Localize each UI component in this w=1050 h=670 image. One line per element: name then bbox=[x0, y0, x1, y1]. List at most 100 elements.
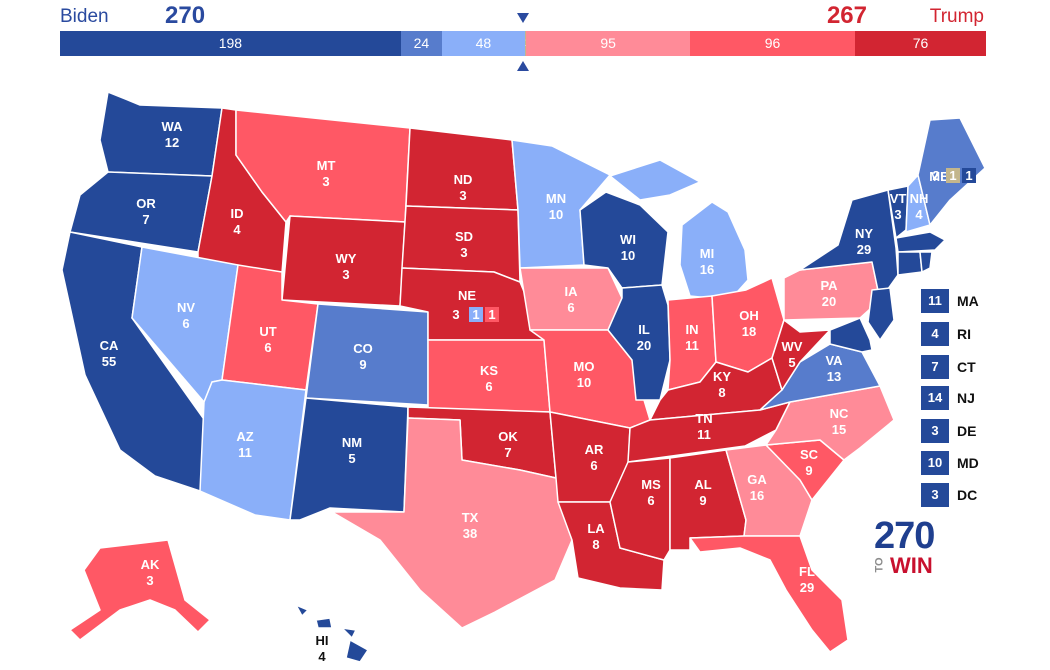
state-label-ok: OK bbox=[498, 429, 518, 444]
district-box-ne_d1[interactable] bbox=[469, 307, 483, 322]
state-label-me: ME bbox=[929, 169, 949, 184]
state-MI[interactable] bbox=[609, 159, 749, 301]
state-label-wy: WY bbox=[336, 251, 357, 266]
state-ev-ut: 6 bbox=[264, 340, 271, 355]
state-ev-ny: 29 bbox=[857, 242, 871, 257]
state-ev-wi: 10 bbox=[621, 248, 635, 263]
state-label-nd: ND bbox=[454, 172, 473, 187]
state-AK[interactable] bbox=[69, 539, 211, 641]
state-ev-il: 20 bbox=[637, 338, 651, 353]
us-map: WA12OR7CA55ID4NV6MT3WY3UT6AZ11CO9NM5ND3S… bbox=[61, 91, 986, 664]
state-WA[interactable] bbox=[99, 91, 223, 177]
state-ev-co: 9 bbox=[359, 357, 366, 372]
state-ev-nh: 4 bbox=[915, 207, 923, 222]
logo-win: WIN bbox=[890, 553, 933, 578]
state-ev-sd: 3 bbox=[460, 245, 467, 260]
electoral-vote-bar: 198 24 48 1 95 96 76 bbox=[60, 31, 986, 56]
legend-row-ma[interactable]: 11 MA bbox=[921, 289, 979, 313]
bar-segment-likely-d[interactable]: 24 bbox=[400, 31, 443, 56]
legend-abbr-nj: NJ bbox=[957, 390, 975, 406]
state-label-ia: IA bbox=[565, 284, 579, 299]
state-label-tn: TN bbox=[695, 411, 712, 426]
state-HI[interactable] bbox=[295, 604, 369, 663]
state-ev-nd: 3 bbox=[459, 188, 466, 203]
state-ev-hi: 4 bbox=[318, 649, 326, 664]
state-MD[interactable] bbox=[829, 317, 873, 353]
state-ev-or: 7 bbox=[142, 212, 149, 227]
bar-segment-likely-r[interactable]: 96 bbox=[689, 31, 856, 56]
state-ev-in: 11 bbox=[685, 338, 699, 353]
district-ev-me_d1: 1 bbox=[965, 168, 972, 183]
legend-ev-nj: 14 bbox=[921, 386, 949, 410]
district-box-me_d1[interactable] bbox=[962, 168, 976, 183]
state-RI[interactable] bbox=[919, 251, 933, 273]
legend-ev-md: 10 bbox=[921, 451, 949, 475]
state-label-ut: UT bbox=[259, 324, 276, 339]
state-label-fl: FL bbox=[799, 564, 815, 579]
state-label-nv: NV bbox=[177, 300, 195, 315]
state-AZ[interactable] bbox=[199, 379, 307, 521]
state-label-ms: MS bbox=[641, 477, 661, 492]
state-ev-ms: 6 bbox=[647, 493, 654, 508]
state-label-ky: KY bbox=[713, 369, 731, 384]
state-label-sd: SD bbox=[455, 229, 473, 244]
state-OR[interactable] bbox=[69, 171, 213, 253]
legend-row-ri[interactable]: 4 RI bbox=[921, 322, 971, 346]
state-label-sc: SC bbox=[800, 447, 819, 462]
state-ev-va: 13 bbox=[827, 369, 841, 384]
district-box-me_d2[interactable] bbox=[946, 168, 960, 183]
state-label-wi: WI bbox=[620, 232, 636, 247]
state-label-pa: PA bbox=[820, 278, 838, 293]
legend-ev-ct: 7 bbox=[921, 355, 949, 379]
legend-abbr-de: DE bbox=[957, 423, 977, 439]
state-IL[interactable] bbox=[607, 284, 671, 401]
270towin-logo[interactable]: 270 TO WIN bbox=[870, 515, 950, 585]
bar-segment-lean-d[interactable]: 48 bbox=[442, 31, 525, 56]
state-ev-ia: 6 bbox=[567, 300, 574, 315]
state-label-mt: MT bbox=[317, 158, 336, 173]
legend-row-dc[interactable]: 3 DC bbox=[921, 483, 977, 507]
bar-segment-lean-r[interactable]: 95 bbox=[526, 31, 690, 56]
state-MA[interactable] bbox=[895, 231, 946, 253]
legend-abbr-ri: RI bbox=[957, 326, 971, 342]
state-ev-ar: 6 bbox=[590, 458, 597, 473]
electoral-header: Biden 270 267 Trump 198 24 48 1 95 96 76 bbox=[0, 0, 1050, 80]
state-label-id: ID bbox=[231, 206, 244, 221]
state-IA[interactable] bbox=[519, 267, 623, 331]
state-label-hi: HI bbox=[316, 633, 329, 648]
legend-row-nj[interactable]: 14 NJ bbox=[921, 386, 975, 410]
state-label-in: IN bbox=[686, 322, 699, 337]
legend-row-ct[interactable]: 7 CT bbox=[921, 355, 976, 379]
state-NY[interactable] bbox=[799, 189, 899, 301]
district-ev-me_d2: 1 bbox=[949, 168, 956, 183]
legend-ev-de: 3 bbox=[921, 419, 949, 443]
state-NJ[interactable] bbox=[867, 287, 895, 341]
bar-segment-safe-r[interactable]: 76 bbox=[855, 31, 986, 56]
state-ev-wa: 12 bbox=[165, 135, 179, 150]
state-ev-oh: 18 bbox=[742, 324, 756, 339]
state-TX[interactable] bbox=[331, 417, 573, 629]
270-marker-bottom-icon bbox=[517, 61, 529, 71]
district-ev-me: 2 bbox=[932, 168, 939, 183]
state-FL[interactable] bbox=[689, 535, 849, 653]
state-label-nm: NM bbox=[342, 435, 362, 450]
state-label-ny: NY bbox=[855, 226, 873, 241]
state-ev-id: 4 bbox=[233, 222, 241, 237]
state-label-ks: KS bbox=[480, 363, 498, 378]
legend-row-md[interactable]: 10 MD bbox=[921, 451, 979, 475]
state-label-al: AL bbox=[694, 477, 711, 492]
legend-row-de[interactable]: 3 DE bbox=[921, 419, 976, 443]
state-label-il: IL bbox=[638, 322, 650, 337]
state-ev-pa: 20 bbox=[822, 294, 836, 309]
bar-segment-safe-d[interactable]: 198 bbox=[60, 31, 401, 56]
state-ev-ok: 7 bbox=[504, 445, 511, 460]
state-CT[interactable] bbox=[897, 251, 923, 276]
state-ev-mi: 16 bbox=[700, 262, 714, 277]
district-ev-ne: 3 bbox=[452, 307, 459, 322]
legend-ev-dc: 3 bbox=[921, 483, 949, 507]
270-marker-top-icon bbox=[517, 13, 529, 23]
state-ev-nv: 6 bbox=[182, 316, 189, 331]
district-ev-ne_d2: 1 bbox=[488, 307, 495, 322]
legend-ev-ma: 11 bbox=[921, 289, 949, 313]
district-box-ne_d2[interactable] bbox=[485, 307, 499, 322]
